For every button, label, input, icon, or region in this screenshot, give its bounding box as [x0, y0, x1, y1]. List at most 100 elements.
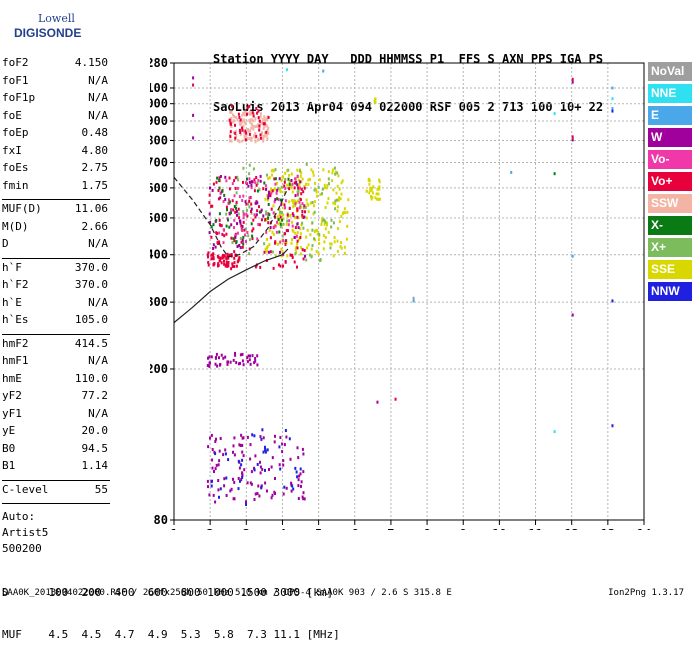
param-value: 11.06 — [74, 202, 108, 215]
echo-point — [255, 176, 258, 179]
echo-point — [288, 187, 291, 191]
echo-point — [276, 181, 278, 185]
echo-point — [295, 245, 298, 249]
echo-point — [256, 209, 259, 213]
echo-point — [282, 217, 285, 221]
echo-point — [246, 231, 249, 234]
echo-point — [321, 192, 323, 196]
param-yf1: yF1 N/A — [2, 407, 108, 423]
echo-point — [242, 166, 245, 170]
echo-point — [252, 119, 255, 123]
echo-point — [333, 240, 336, 244]
echo-point — [241, 245, 244, 249]
param-value: 77.2 — [81, 389, 109, 402]
echo-point — [336, 198, 339, 202]
echo-point — [242, 124, 245, 128]
echo-point — [281, 234, 284, 238]
echo-point — [263, 250, 266, 254]
echo-point — [192, 113, 195, 117]
echo-point — [337, 174, 340, 178]
echo-point — [269, 194, 272, 198]
echo-point — [233, 115, 236, 119]
echo-point — [306, 202, 309, 206]
echo-point — [323, 240, 326, 244]
echo-point — [318, 242, 321, 245]
echo-point — [235, 191, 238, 195]
x-tick-label: 12 — [564, 527, 578, 530]
param-name: D — [2, 237, 9, 250]
echo-point — [305, 235, 308, 239]
echo-point — [301, 221, 304, 225]
param-value: N/A — [88, 108, 108, 122]
echo-point — [285, 486, 288, 490]
echo-point — [315, 188, 318, 192]
echo-point — [277, 218, 280, 222]
echo-point — [233, 261, 236, 265]
x-tick-label: 13 — [601, 527, 615, 530]
echo-point — [307, 243, 310, 247]
echo-point — [274, 492, 276, 495]
echo-point — [236, 175, 239, 179]
echo-point — [338, 196, 341, 200]
echo-point — [256, 111, 259, 115]
echo-point — [241, 352, 244, 356]
echo-point — [256, 237, 259, 241]
echo-point — [258, 188, 261, 192]
echo-point — [249, 110, 252, 114]
echo-point — [376, 187, 379, 191]
echo-point — [239, 123, 242, 127]
echo-point — [299, 252, 302, 256]
echo-point — [571, 254, 574, 258]
echo-point — [282, 459, 285, 463]
echo-point — [250, 482, 253, 486]
echo-point — [253, 468, 256, 472]
echo-point — [279, 436, 282, 439]
param-name: h`F — [2, 260, 22, 274]
echo-point — [224, 175, 227, 179]
param-name: h`Es — [2, 313, 29, 326]
echo-point — [285, 222, 288, 226]
echo-point — [265, 210, 268, 214]
echo-point — [289, 457, 292, 461]
echo-point — [241, 225, 244, 228]
param-foep: foEp 0.48 — [2, 126, 108, 142]
echo-point — [250, 183, 253, 187]
echo-point — [289, 253, 292, 257]
echo-point — [306, 246, 309, 250]
echo-point — [343, 251, 346, 255]
y-tick-label: 900 — [150, 114, 168, 128]
echo-point — [298, 474, 301, 478]
echo-point — [218, 459, 221, 463]
echo-point — [237, 487, 240, 491]
echo-point — [322, 234, 325, 237]
echo-point — [334, 170, 337, 174]
echo-point — [268, 243, 271, 247]
echo-point — [266, 198, 269, 202]
echo-point — [209, 436, 211, 440]
echo-point — [233, 218, 236, 222]
echo-point — [326, 183, 329, 187]
echo-point — [233, 205, 236, 208]
footer-version: Ion2Png 1.3.17 — [608, 588, 684, 598]
echo-point — [212, 493, 215, 497]
echo-point — [218, 356, 220, 360]
plot-frame — [173, 62, 645, 521]
echo-point — [276, 220, 278, 224]
echo-point — [254, 454, 257, 458]
echo-point — [264, 468, 266, 472]
param-value: 55 — [94, 482, 108, 496]
echo-point — [288, 184, 291, 188]
echo-point — [250, 138, 253, 142]
echo-point — [322, 247, 325, 251]
echo-point — [218, 259, 221, 263]
y-tick-label: 1000 — [150, 97, 168, 111]
echo-point — [218, 179, 221, 182]
echo-point — [227, 261, 230, 264]
echo-point — [313, 210, 316, 214]
echo-point — [242, 210, 245, 213]
echo-point — [214, 500, 217, 504]
echo-point — [259, 460, 261, 464]
echo-point — [274, 215, 277, 219]
param-h-f2: h`F2 370.0 — [2, 278, 108, 294]
echo-point — [279, 264, 282, 268]
